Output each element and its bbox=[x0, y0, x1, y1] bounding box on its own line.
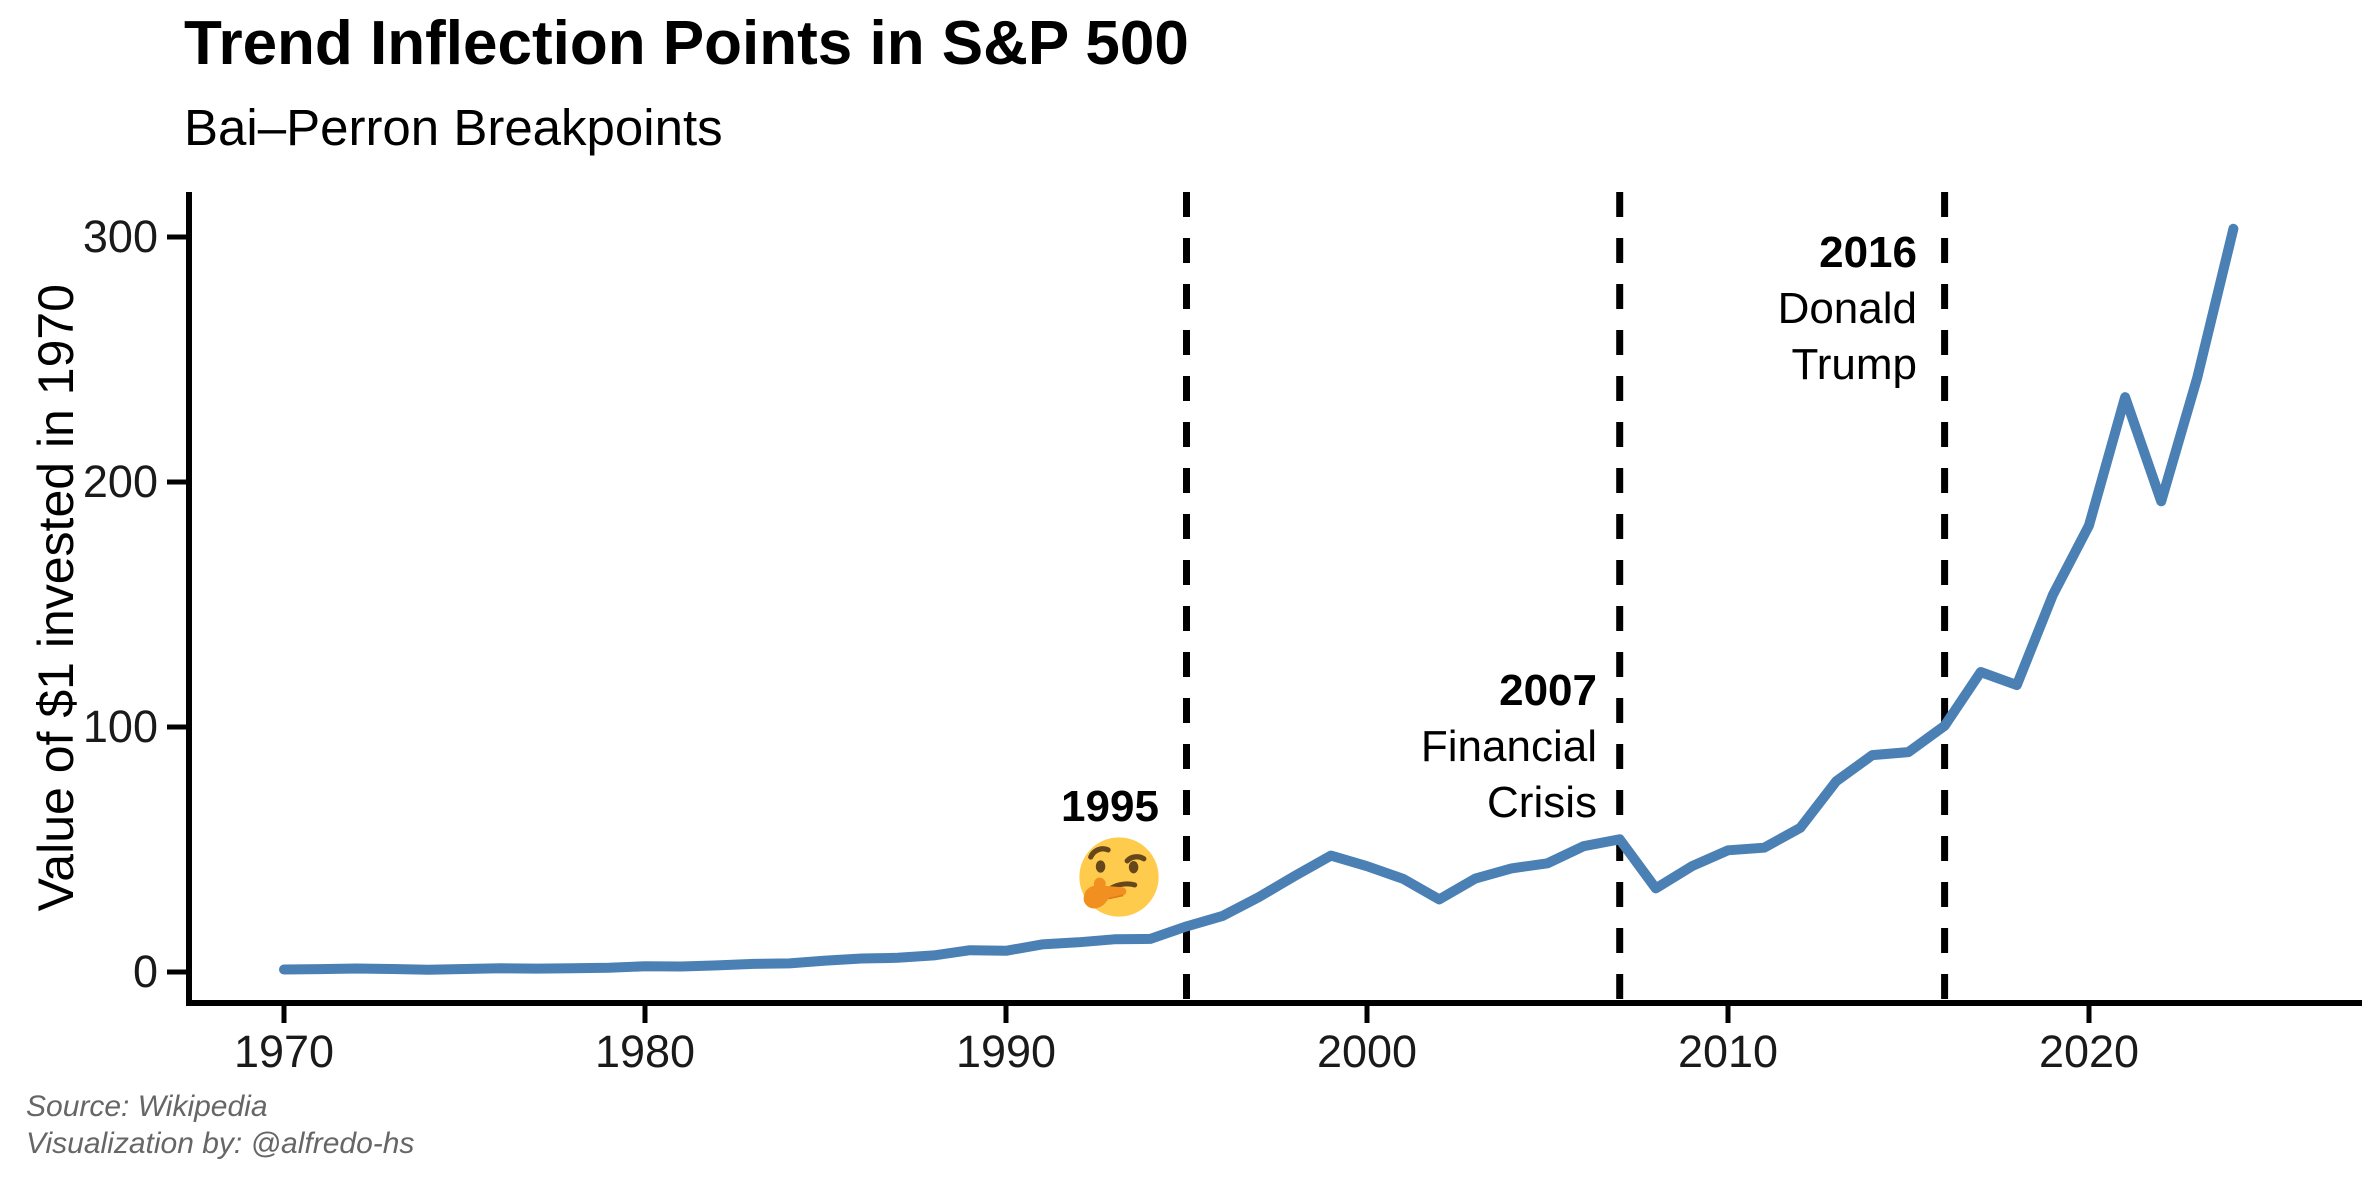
annotation-2016-year: 2016 bbox=[1819, 228, 1917, 277]
annotation-2007: 2007 Financial Crisis bbox=[1421, 663, 1597, 831]
annotation-2007-year: 2007 bbox=[1499, 666, 1597, 715]
chart-subtitle: Bai–Perron Breakpoints bbox=[184, 99, 723, 156]
annotation-2016: 2016 Donald Trump bbox=[1778, 225, 1917, 393]
annotation-1995-year: 1995 bbox=[1061, 782, 1159, 831]
sp500-value-line bbox=[279, 223, 2239, 975]
annotation-2007-line1: Financial bbox=[1420, 722, 1597, 771]
source-caption: Source: Wikipedia Visualization by: @alf… bbox=[26, 1088, 414, 1162]
annotation-2016-line1: Donald bbox=[1777, 284, 1917, 333]
annotation-2016-line2: Trump bbox=[1791, 340, 1918, 389]
caption-source: Source: Wikipedia bbox=[26, 1090, 268, 1123]
page-title: Trend Inflection Points in S&P 500 bbox=[184, 9, 1189, 78]
annotation-1995: 1995 bbox=[1061, 779, 1159, 835]
thinking-emoji-icon bbox=[1078, 836, 1160, 918]
caption-visualization-by: Visualization by: @alfredo-hs bbox=[26, 1127, 415, 1160]
annotation-2007-line2: Crisis bbox=[1487, 778, 1597, 827]
